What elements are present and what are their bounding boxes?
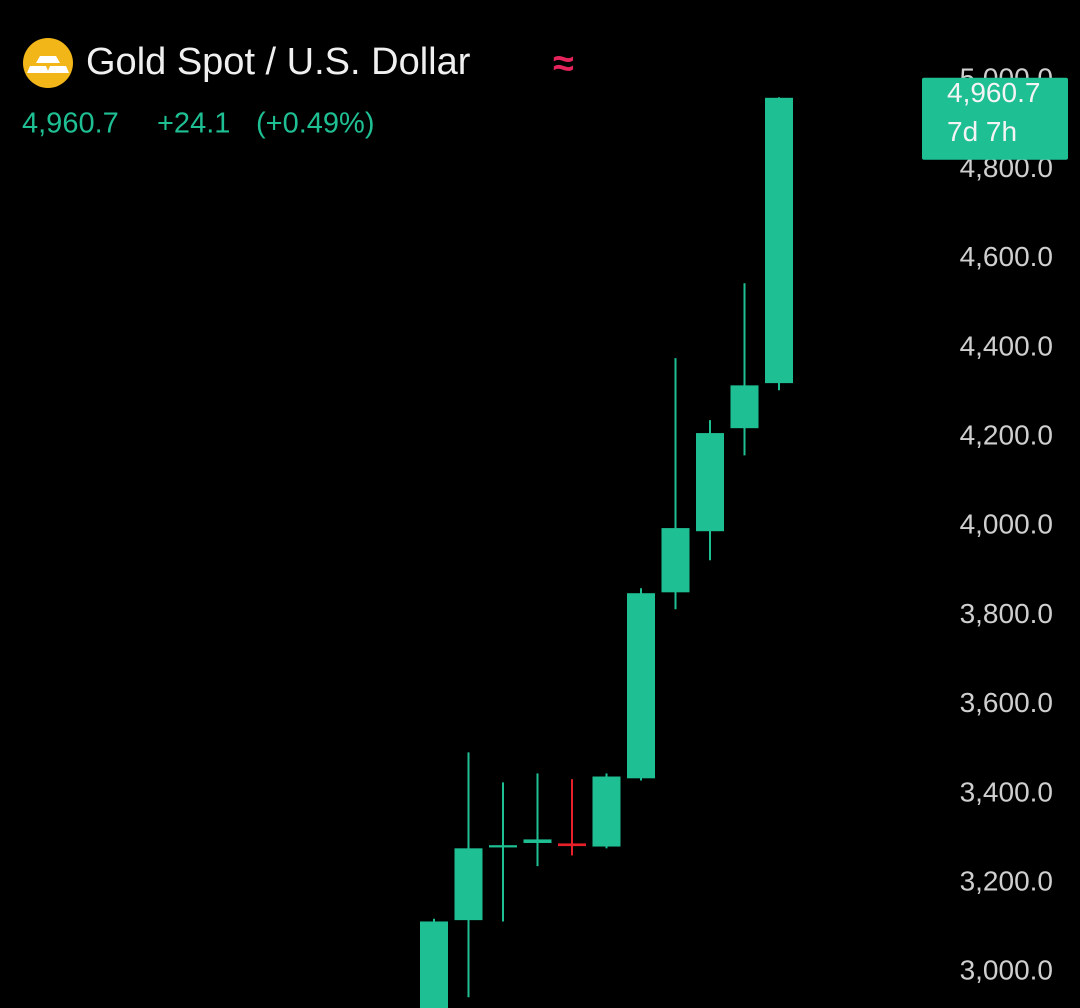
candle-body — [523, 839, 552, 843]
candle-body — [454, 848, 483, 921]
candle-body — [661, 528, 690, 593]
chart-title: Gold Spot / U.S. Dollar — [86, 41, 471, 83]
y-tick-label: 4,600.0 — [960, 241, 1053, 272]
y-tick-label: 4,000.0 — [960, 509, 1053, 540]
price-change-percent: (+0.49%) — [256, 108, 374, 140]
candle-body — [696, 433, 724, 532]
candle-body — [730, 385, 759, 429]
y-tick-label: 3,000.0 — [960, 955, 1053, 986]
y-tick-label: 3,600.0 — [960, 687, 1053, 718]
y-tick-label: 3,800.0 — [960, 598, 1053, 629]
data-symbol: ≈ — [553, 43, 574, 85]
candle-body — [592, 776, 621, 847]
candle-body — [558, 843, 586, 847]
price-change: +24.1 — [157, 108, 230, 140]
candle-body — [765, 97, 793, 384]
y-tick-label: 4,400.0 — [960, 330, 1053, 361]
bar-countdown: 7d 7h — [947, 116, 1017, 147]
candle-body — [627, 593, 655, 779]
gold-icon — [23, 38, 73, 88]
y-tick-label: 3,400.0 — [960, 776, 1053, 807]
last-price-label: 4,960.7 — [947, 77, 1040, 108]
last-price-box — [922, 77, 1068, 160]
candle-body — [489, 845, 517, 848]
y-tick-label: 4,200.0 — [960, 419, 1053, 450]
y-tick-label: 3,200.0 — [960, 866, 1053, 897]
last-price: 4,960.7 — [22, 108, 119, 140]
candle-body — [420, 921, 448, 1008]
